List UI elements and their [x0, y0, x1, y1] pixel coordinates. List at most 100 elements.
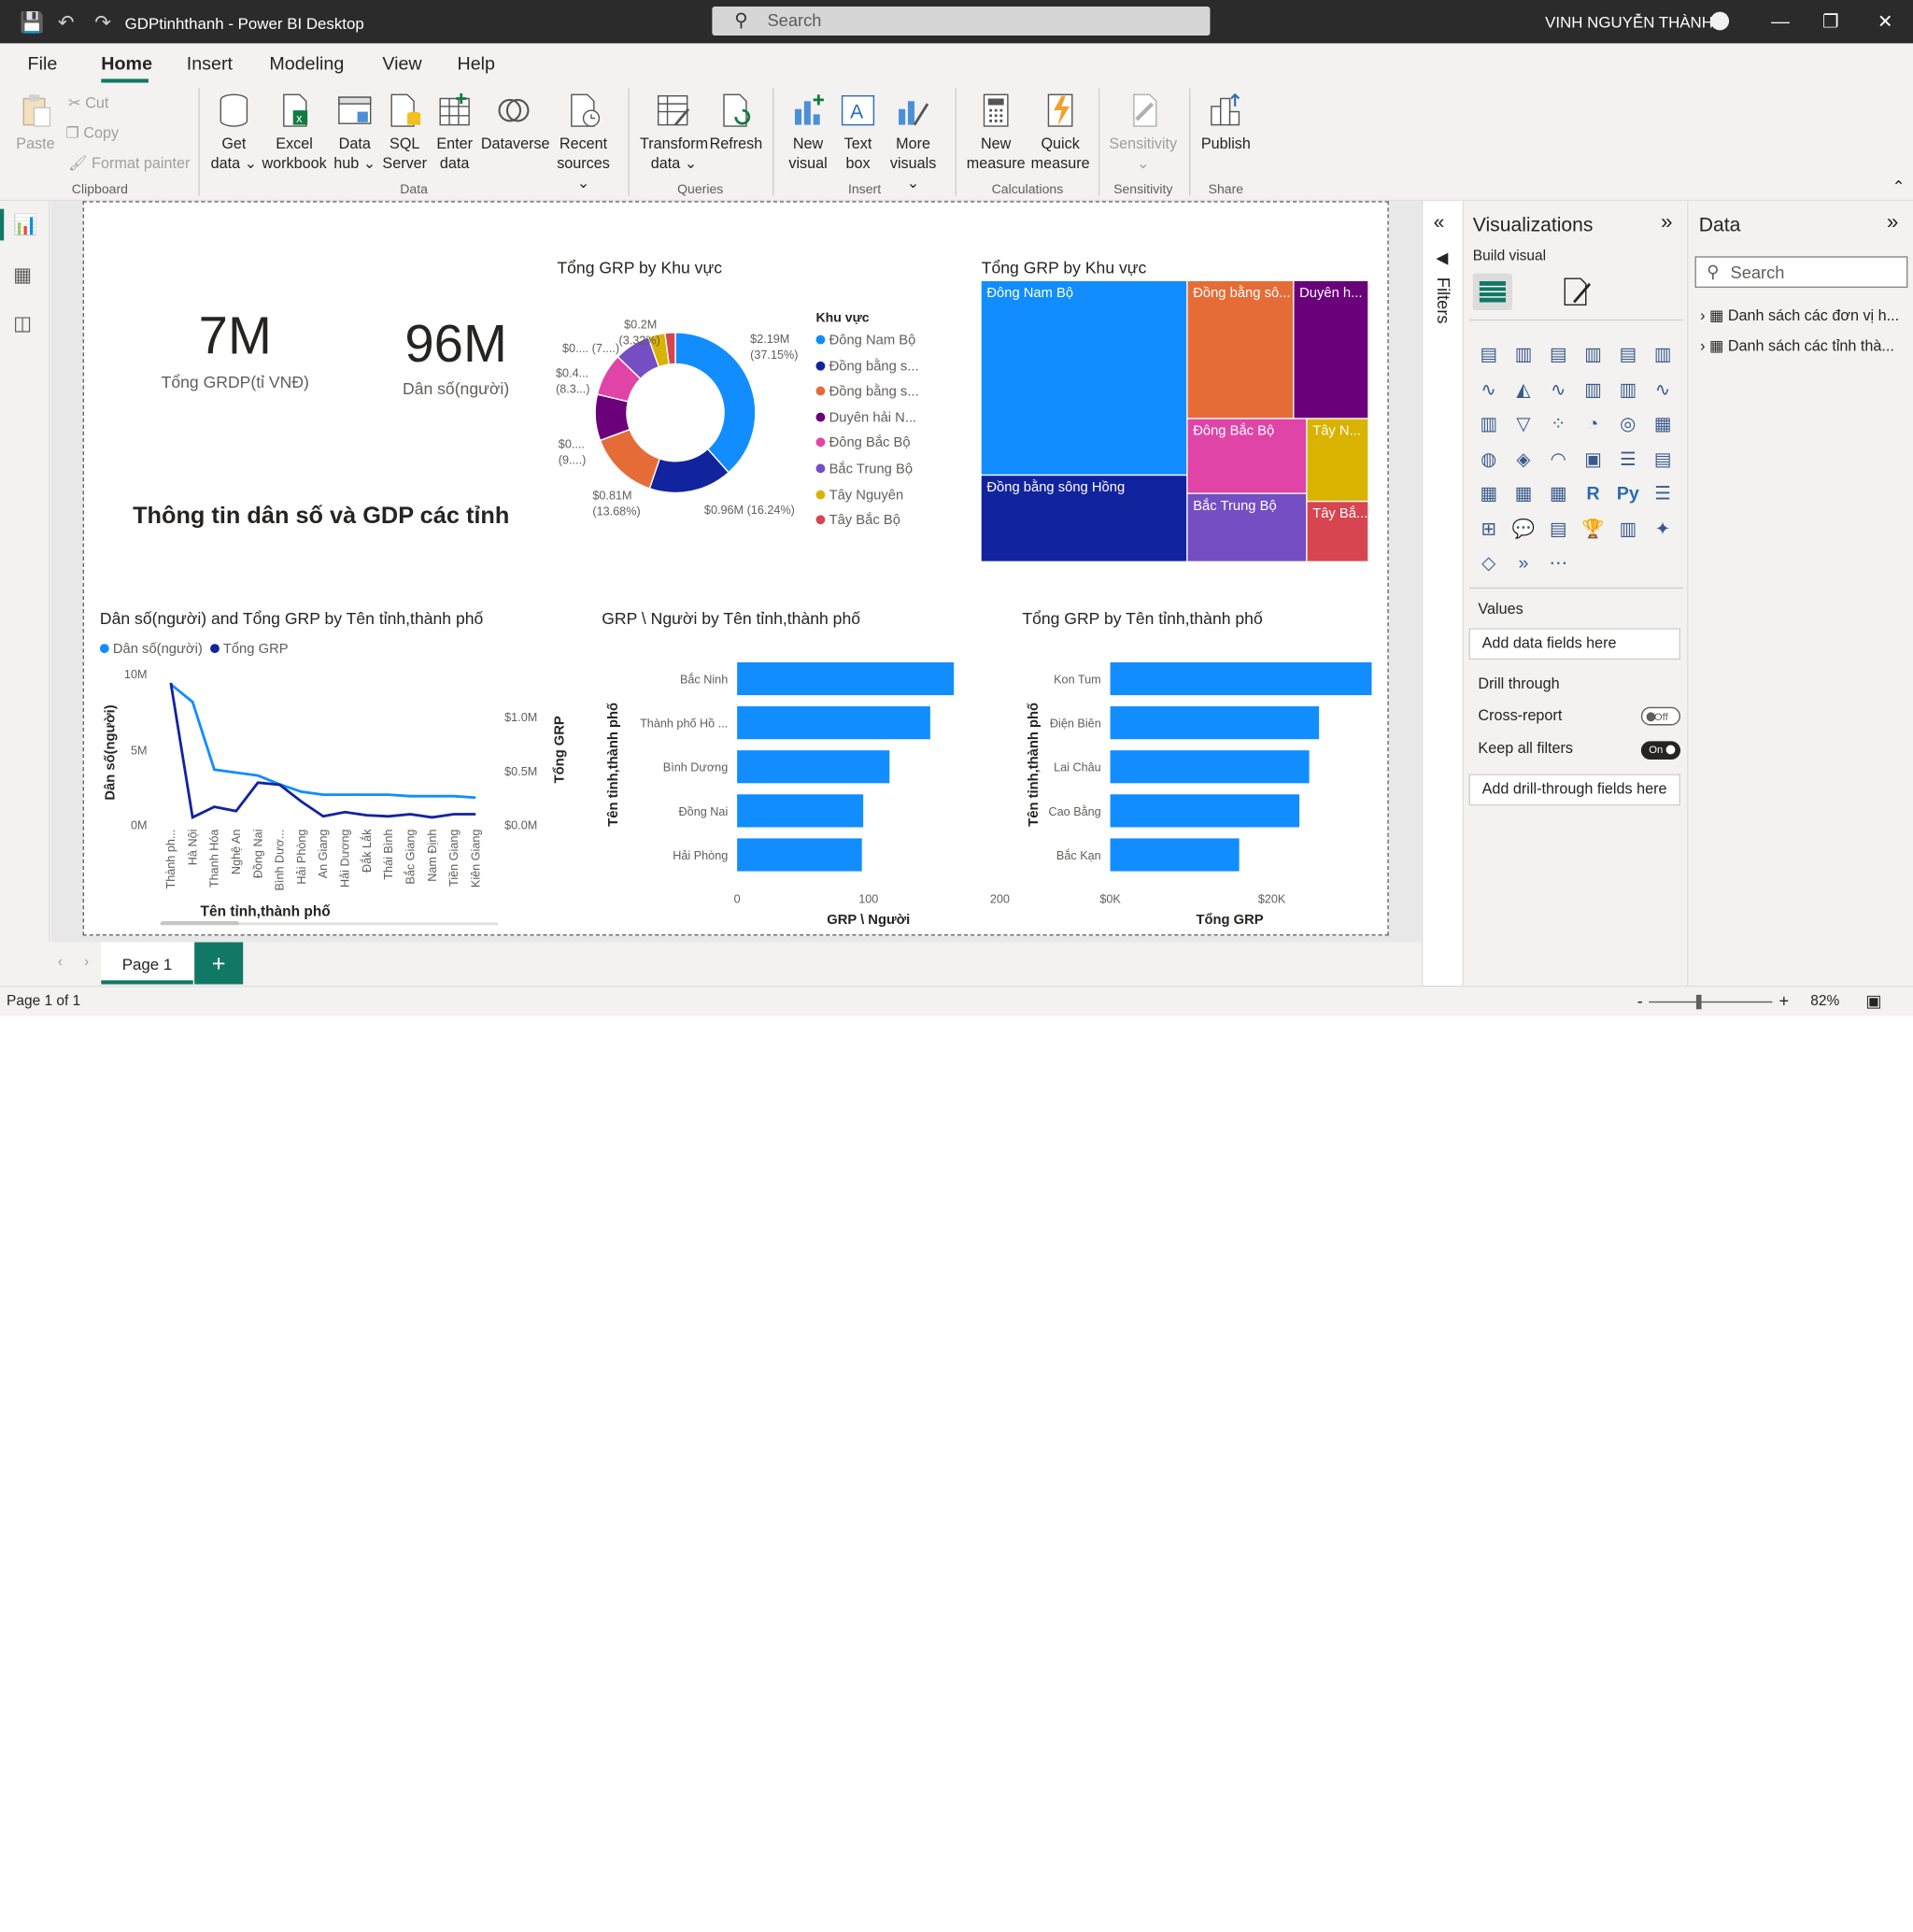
prev-page-icon[interactable]: ‹: [57, 954, 64, 971]
bar[interactable]: [737, 661, 955, 696]
visual-type-icon[interactable]: ▤: [1549, 517, 1567, 539]
tab-page-1[interactable]: Page 1: [101, 942, 193, 985]
expand-filters-icon[interactable]: «: [1433, 211, 1445, 234]
menu-help[interactable]: Help: [457, 52, 496, 74]
donut-slice-0[interactable]: [674, 332, 757, 474]
visual-type-icon[interactable]: ∿: [1550, 377, 1566, 399]
visual-type-icon[interactable]: ▥: [1584, 343, 1602, 364]
dataverse-button[interactable]: Dataverse: [481, 91, 550, 155]
visual-type-icon[interactable]: ☰: [1654, 482, 1671, 504]
combo-line-chart[interactable]: 10M 5M 0M $1.0M $0.5M $0.0M Dân số(người…: [94, 656, 570, 926]
line-grp[interactable]: [169, 682, 476, 819]
collapse-ribbon-icon[interactable]: ⌃: [1892, 177, 1906, 196]
donut-slice-7[interactable]: [664, 332, 676, 365]
bar[interactable]: [1110, 750, 1310, 784]
close-icon[interactable]: ✕: [1878, 10, 1893, 32]
visual-type-icon[interactable]: ▤: [1653, 447, 1672, 469]
visual-type-icon[interactable]: ▥: [1653, 343, 1672, 364]
visual-type-icon[interactable]: ▥: [1584, 377, 1602, 399]
treemap-cell-dong-bang-song-cuu-long[interactable]: Đồng bằng sô...: [1187, 281, 1294, 419]
get-data-button[interactable]: Get data ⌄: [209, 91, 259, 175]
table-view-icon[interactable]: ▦: [13, 263, 33, 287]
visual-type-icon[interactable]: ▥: [1480, 412, 1497, 434]
visual-type-icon[interactable]: ✦: [1654, 517, 1671, 539]
bar[interactable]: [737, 706, 930, 740]
treemap-cell-dong-bac-bo[interactable]: Đông Bắc Bộ: [1187, 419, 1307, 493]
combo-scrollbar[interactable]: [160, 921, 240, 926]
publish-button[interactable]: Publish: [1197, 91, 1254, 155]
visual-type-icon[interactable]: Py: [1616, 482, 1639, 504]
treemap-cell-tay-nguyen[interactable]: Tây N...: [1307, 419, 1368, 501]
bar[interactable]: [1110, 706, 1320, 740]
data-table-item[interactable]: › ▦ Danh sách các tỉnh thà...: [1700, 336, 1894, 355]
bar[interactable]: [737, 838, 862, 872]
visual-type-icon[interactable]: ◍: [1481, 447, 1497, 469]
donut-legend-item[interactable]: Đồng bằng s...: [815, 358, 919, 374]
visual-type-icon[interactable]: ◭: [1516, 377, 1531, 399]
visual-type-icon[interactable]: ▥: [1619, 377, 1637, 399]
data-hub-button[interactable]: Data hub ⌄: [333, 91, 377, 175]
visual-type-icon[interactable]: ⁘: [1550, 412, 1566, 434]
build-visual-tab[interactable]: [1472, 273, 1512, 310]
menu-modeling[interactable]: Modeling: [269, 52, 345, 74]
visual-type-icon[interactable]: ▦: [1480, 482, 1497, 504]
visual-type-icon[interactable]: ⋯: [1549, 551, 1568, 574]
title-search-box[interactable]: ⚲ Search: [712, 7, 1211, 36]
visual-type-icon[interactable]: ◈: [1516, 447, 1531, 469]
recent-sources-button[interactable]: Recent sources ⌄: [549, 91, 617, 194]
treemap-cell-dong-bang-song-hong[interactable]: Đồng bằng sông Hồng: [981, 476, 1187, 561]
bar[interactable]: [737, 750, 890, 784]
redo-icon[interactable]: ↷: [94, 11, 111, 35]
donut-legend-item[interactable]: Tây Nguyên: [815, 487, 903, 503]
refresh-button[interactable]: Refresh: [710, 91, 762, 155]
collapse-data-icon[interactable]: »: [1886, 211, 1899, 234]
zoom-in-button[interactable]: +: [1778, 990, 1790, 1011]
visual-type-icon[interactable]: ◠: [1550, 447, 1566, 469]
collapse-viz-icon[interactable]: »: [1660, 211, 1673, 234]
donut-legend-item[interactable]: Tây Bắc Bộ: [815, 513, 900, 529]
visual-type-icon[interactable]: ▦: [1549, 482, 1567, 504]
visual-type-icon[interactable]: ⊞: [1481, 517, 1496, 539]
donut-legend-item[interactable]: Duyên hải N...: [815, 410, 916, 425]
model-view-icon[interactable]: ◫: [13, 312, 33, 335]
donut-legend-item[interactable]: Đồng bằng s...: [815, 384, 919, 400]
treemap-cell-duyen-hai[interactable]: Duyên h...: [1294, 281, 1368, 419]
new-measure-button[interactable]: New measure: [964, 91, 1027, 175]
visual-type-icon[interactable]: ∿: [1654, 377, 1671, 399]
copy-button[interactable]: ❐ Copy: [65, 126, 120, 142]
bar-chart-total-grp[interactable]: Tên tỉnh,thành phố Kon Tum Điện Biên Lai C…: [1017, 643, 1372, 931]
more-visuals-button[interactable]: More visuals ⌄: [883, 91, 943, 194]
donut-legend-item[interactable]: Đông Nam Bộ: [815, 333, 915, 348]
menu-file[interactable]: File: [27, 52, 58, 74]
text-box-button[interactable]: A Text box: [836, 91, 881, 175]
treemap-cell-tay-bac-bo[interactable]: Tây Bắ...: [1307, 502, 1368, 561]
zoom-slider-thumb[interactable]: [1695, 994, 1702, 1010]
data-table-item[interactable]: › ▦ Danh sách các đơn vị h...: [1700, 306, 1899, 325]
visual-type-icon[interactable]: ☰: [1619, 447, 1637, 469]
enter-data-button[interactable]: Enter data: [431, 91, 478, 175]
bar[interactable]: [737, 794, 864, 828]
sql-server-button[interactable]: SQL Server: [381, 91, 429, 175]
visual-type-icon[interactable]: 🏆: [1581, 517, 1605, 539]
menu-home[interactable]: Home: [101, 52, 153, 74]
next-page-icon[interactable]: ›: [84, 954, 90, 971]
add-page-button[interactable]: +: [194, 942, 244, 985]
zoom-out-button[interactable]: -: [1637, 990, 1643, 1011]
keep-all-filters-toggle[interactable]: On: [1640, 741, 1681, 760]
visual-type-icon[interactable]: ◔: [1587, 412, 1599, 434]
visual-type-icon[interactable]: »: [1518, 551, 1529, 574]
visual-type-icon[interactable]: ▦: [1653, 412, 1672, 434]
visual-type-icon[interactable]: ▥: [1514, 343, 1533, 364]
visual-type-icon[interactable]: ◇: [1481, 551, 1496, 574]
donut-legend-item[interactable]: Đông Bắc Bộ: [815, 435, 911, 451]
visual-type-icon[interactable]: 💬: [1511, 517, 1536, 539]
bar[interactable]: [1110, 838, 1240, 872]
user-name[interactable]: VINH NGUYỄN THÀNH: [1545, 13, 1713, 32]
visual-type-icon[interactable]: ∿: [1481, 377, 1496, 399]
data-search-input[interactable]: ⚲ Search: [1694, 256, 1908, 289]
visual-type-icon[interactable]: ▣: [1584, 447, 1602, 469]
visual-type-icon[interactable]: R: [1586, 482, 1600, 504]
undo-icon[interactable]: ↶: [57, 11, 75, 35]
values-drop-well[interactable]: Add data fields here: [1468, 628, 1681, 661]
save-icon[interactable]: 💾: [20, 11, 45, 35]
